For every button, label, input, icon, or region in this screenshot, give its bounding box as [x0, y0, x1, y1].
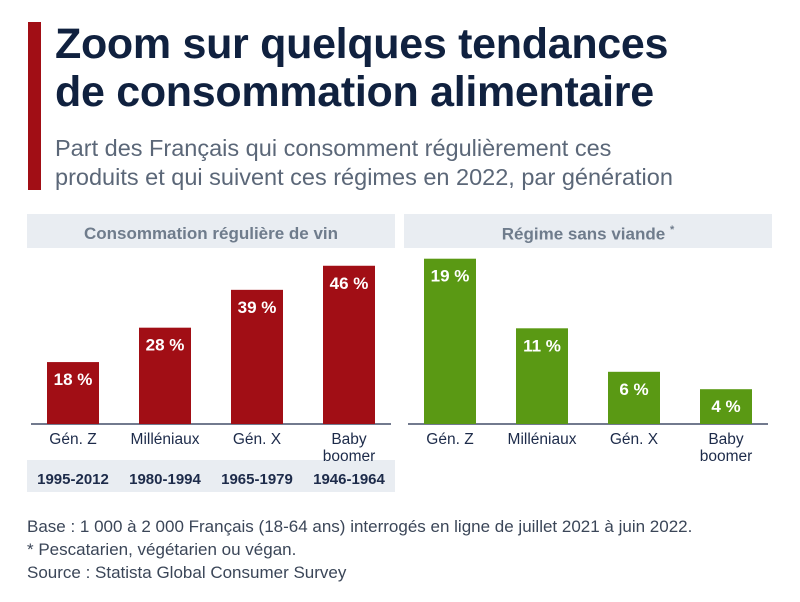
wine-year-range-3: 1965-1979: [221, 471, 293, 488]
meat-free-value-label-1: 19 %: [431, 267, 470, 286]
meat-free-category-label-4-line-1: Baby: [708, 431, 744, 448]
meat-free-chart-panel: 19 % Gén. Z 11 % Milléniaux 6 % Gén. X 4 % Baby…: [404, 214, 772, 492]
footnote-source: Source : Statista Global Consumer Survey: [27, 563, 347, 582]
footnotes: Base : 1 000 à 2 000 Français (18-64 ans…: [27, 515, 797, 584]
meat-free-value-label-4: 4 %: [711, 397, 740, 416]
meat-free-title-text: Régime sans viande: [501, 224, 666, 244]
wine-category-label-4-line-1: Baby: [331, 431, 367, 448]
title-line-2: de consommation alimentaire: [55, 68, 654, 116]
wine-bar-3: [231, 289, 283, 424]
wine-category-label-2: Milléniaux: [131, 431, 200, 448]
wine-bar-2: [139, 327, 191, 424]
wine-year-range-4: 1946-1964: [313, 471, 385, 488]
meat-free-category-label-1: Gén. Z: [426, 431, 473, 448]
wine-chart-title: Consommation régulière de vin: [83, 224, 339, 243]
meat-free-value-label-3: 6 %: [619, 380, 648, 399]
meat-free-bar-2: [516, 328, 568, 424]
wine-chart-svg: 18 % Gén. Z 1995-2012 28 % Milléniaux 1980-19…: [31, 265, 391, 488]
meat-free-chart-svg: 19 % Gén. Z 11 % Milléniaux 6 % Gén. X 4 % Baby…: [408, 258, 768, 465]
meat-free-title-mark: *: [669, 224, 675, 236]
chart-title: Zoom sur quelques tendances de consommat…: [55, 20, 795, 116]
wine-year-range-1: 1995-2012: [37, 471, 109, 488]
wine-category-label-4-line-2: boomer: [323, 448, 376, 465]
meat-free-category-label-2: Milléniaux: [508, 431, 577, 448]
meat-free-category-label-3: Gén. X: [610, 431, 659, 448]
wine-year-range-2: 1980-1994: [129, 471, 201, 488]
wine-bar-4: [323, 265, 375, 424]
wine-category-label-1: Gén. Z: [49, 431, 96, 448]
meat-free-value-label-2: 11 %: [523, 336, 561, 355]
accent-bar: [28, 22, 41, 190]
meat-free-bar-1: [424, 258, 476, 424]
title-line-1: Zoom sur quelques tendances: [55, 20, 669, 68]
chart-subtitle: Part des Français qui consomment réguliè…: [55, 134, 795, 192]
subtitle-line-2: produits et qui suivent ces régimes en 2…: [55, 164, 673, 190]
meat-free-bar-3: [608, 371, 660, 424]
footnote-asterisk: * Pescatarien, végétarien ou végan.: [27, 540, 297, 559]
wine-value-label-2: 28 %: [146, 336, 185, 355]
wine-value-label-3: 39 %: [238, 298, 277, 317]
meat-free-chart-title: Régime sans viande *: [404, 224, 772, 245]
wine-value-label-1: 18 %: [54, 370, 93, 389]
wine-bar-1: [47, 362, 99, 424]
wine-chart-panel: 18 % Gén. Z 1995-2012 28 % Milléniaux 1980-19…: [27, 214, 395, 492]
wine-value-label-4: 46 %: [330, 274, 369, 293]
subtitle-line-1: Part des Français qui consomment réguliè…: [55, 135, 612, 161]
wine-category-label-3: Gén. X: [233, 431, 282, 448]
meat-free-bar-4: [700, 389, 752, 424]
meat-free-category-label-4-line-2: boomer: [700, 448, 753, 465]
footnote-base: Base : 1 000 à 2 000 Français (18-64 ans…: [27, 517, 693, 536]
